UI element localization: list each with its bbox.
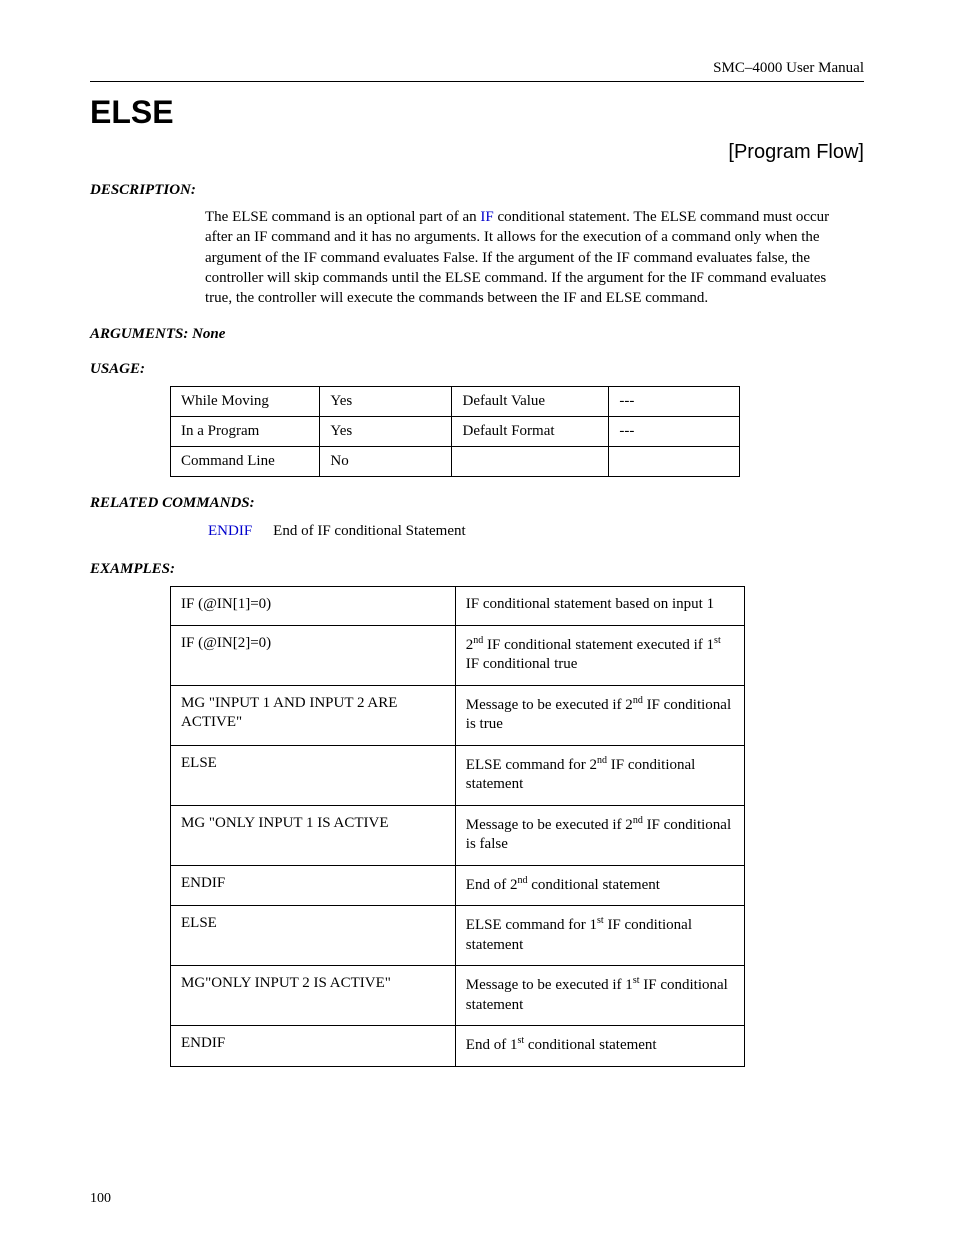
table-row: MG"ONLY INPUT 2 IS ACTIVE" Message to be… <box>171 966 745 1026</box>
example-desc: End of 2nd conditional statement <box>455 865 744 906</box>
table-row: ELSE ELSE command for 2nd IF conditional… <box>171 745 745 805</box>
command-category: [Program Flow] <box>90 141 864 164</box>
table-row: ELSE ELSE command for 1st IF conditional… <box>171 906 745 966</box>
example-code: IF (@IN[2]=0) <box>171 625 456 685</box>
usage-cell: --- <box>609 417 740 447</box>
example-desc: ELSE command for 1st IF conditional stat… <box>455 906 744 966</box>
table-row: MG "ONLY INPUT 1 IS ACTIVE Message to be… <box>171 805 745 865</box>
usage-cell: --- <box>609 387 740 417</box>
usage-cell: Yes <box>320 387 452 417</box>
related-label: RELATED COMMANDS: <box>90 495 864 512</box>
example-code: ENDIF <box>171 865 456 906</box>
example-desc: ELSE command for 2nd IF conditional stat… <box>455 745 744 805</box>
page-number: 100 <box>90 1191 111 1207</box>
example-code: MG "INPUT 1 AND INPUT 2 ARE ACTIVE" <box>171 685 456 745</box>
usage-cell <box>452 447 609 477</box>
if-link[interactable]: IF <box>480 209 493 225</box>
example-code: ENDIF <box>171 1026 456 1067</box>
example-code: ELSE <box>171 906 456 966</box>
table-row: ENDIF End of 2nd conditional statement <box>171 865 745 906</box>
usage-label: USAGE: <box>90 361 864 378</box>
table-row: Command Line No <box>171 447 740 477</box>
example-desc: 2nd IF conditional statement executed if… <box>455 625 744 685</box>
table-row: IF (@IN[1]=0) IF conditional statement b… <box>171 587 745 626</box>
usage-cell: No <box>320 447 452 477</box>
manual-header: SMC–4000 User Manual <box>90 60 864 77</box>
usage-cell: Default Value <box>452 387 609 417</box>
desc-text: The ELSE command is an optional part of … <box>205 209 480 225</box>
usage-cell: While Moving <box>171 387 320 417</box>
usage-table: While Moving Yes Default Value --- In a … <box>170 386 740 477</box>
arguments-label: ARGUMENTS: None <box>90 326 864 343</box>
usage-cell: Yes <box>320 417 452 447</box>
usage-cell <box>609 447 740 477</box>
table-row: While Moving Yes Default Value --- <box>171 387 740 417</box>
table-row: MG "INPUT 1 AND INPUT 2 ARE ACTIVE" Mess… <box>171 685 745 745</box>
example-desc: Message to be executed if 2nd IF conditi… <box>455 805 744 865</box>
endif-desc: End of IF conditional Statement <box>273 523 465 539</box>
examples-table: IF (@IN[1]=0) IF conditional statement b… <box>170 586 745 1067</box>
example-code: MG "ONLY INPUT 1 IS ACTIVE <box>171 805 456 865</box>
example-desc: Message to be executed if 2nd IF conditi… <box>455 685 744 745</box>
example-code: IF (@IN[1]=0) <box>171 587 456 626</box>
usage-cell: Default Format <box>452 417 609 447</box>
header-rule <box>90 81 864 82</box>
example-desc: IF conditional statement based on input … <box>455 587 744 626</box>
table-row: IF (@IN[2]=0) 2nd IF conditional stateme… <box>171 625 745 685</box>
description-body: The ELSE command is an optional part of … <box>205 207 854 308</box>
example-code: ELSE <box>171 745 456 805</box>
table-row: ENDIF End of 1st conditional statement <box>171 1026 745 1067</box>
usage-cell: In a Program <box>171 417 320 447</box>
description-label: DESCRIPTION: <box>90 182 864 199</box>
example-desc: End of 1st conditional statement <box>455 1026 744 1067</box>
command-name: ELSE <box>90 94 864 131</box>
related-commands: ENDIF End of IF conditional Statement <box>205 520 864 543</box>
endif-link[interactable]: ENDIF <box>208 523 252 539</box>
examples-label: EXAMPLES: <box>90 561 864 578</box>
example-desc: Message to be executed if 1st IF conditi… <box>455 966 744 1026</box>
usage-cell: Command Line <box>171 447 320 477</box>
table-row: In a Program Yes Default Format --- <box>171 417 740 447</box>
example-code: MG"ONLY INPUT 2 IS ACTIVE" <box>171 966 456 1026</box>
